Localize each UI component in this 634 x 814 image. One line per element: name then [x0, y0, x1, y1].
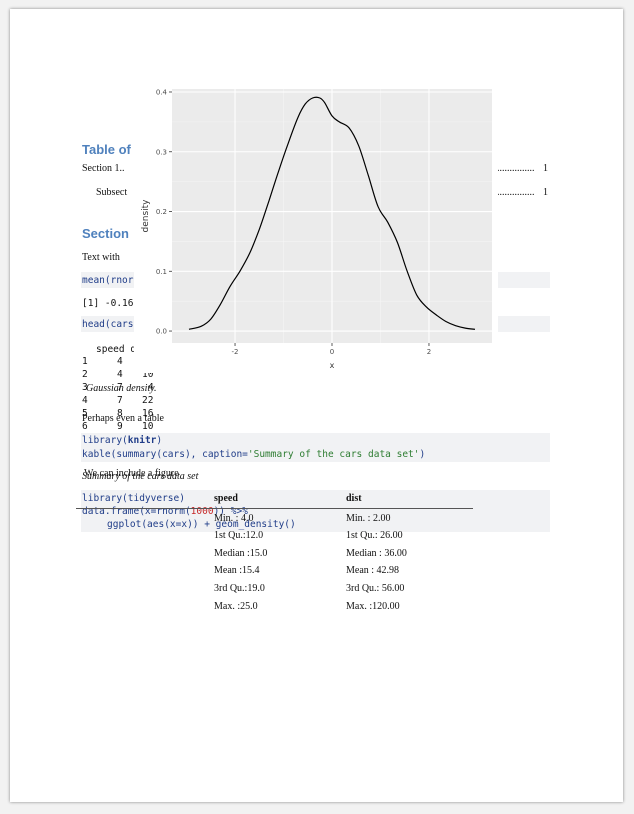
code-output-mean: [1] -0.16 — [82, 298, 134, 309]
table-caption: Summary of the cars data set — [82, 471, 199, 482]
code-mean-rnorm: mean(rnorm — [82, 275, 140, 286]
code-close: ) — [419, 449, 426, 460]
density-curve — [188, 96, 476, 330]
x-tick-label: -2 — [232, 348, 239, 356]
summary-header-speed: speed — [214, 493, 238, 504]
code-kable: kable(summary(cars), caption='Summary of… — [82, 449, 425, 460]
code-block-3-bg — [81, 490, 550, 532]
para-figure: We can include a figure — [84, 468, 179, 479]
code-string: 'Summary of the cars data set' — [247, 449, 420, 460]
para-table: Perhaps even a table — [82, 413, 164, 424]
cars-row-dist: 4 — [148, 382, 154, 393]
cars-row-dist: 16 — [142, 408, 154, 419]
cars-row-idx: 6 — [82, 421, 88, 432]
cars-row-speed: 7 — [117, 395, 123, 406]
cars-row-dist: 10 — [142, 369, 154, 380]
code-library-knitr: library(knitr) — [82, 435, 163, 446]
cars-row-idx: 4 — [82, 395, 88, 406]
x-tick-label: 0 — [330, 348, 334, 356]
summary-cell: Mean :15.4 — [214, 565, 260, 576]
y-tick-label: 0.3 — [156, 148, 167, 156]
cars-row-dist: 22 — [142, 395, 154, 406]
cars-row-speed: 4 — [117, 356, 123, 367]
density-plot: 0.0 0.1 0.2 0.3 0.4 -2 0 2 x density — [134, 87, 498, 373]
cars-table-header: speed d — [96, 344, 137, 355]
cars-row-idx: 1 — [82, 356, 88, 367]
cars-row-idx: 5 — [82, 408, 88, 419]
section-heading: Section — [82, 226, 129, 241]
x-tick-label: 2 — [427, 348, 431, 356]
summary-cell: Min. : 2.00 — [346, 513, 391, 524]
summary-cell: Median :15.0 — [214, 548, 268, 559]
code-fn: kable — [82, 449, 111, 460]
summary-cell: 3rd Qu.: 56.00 — [346, 583, 405, 594]
summary-cell: 1st Qu.: 26.00 — [346, 530, 403, 541]
x-axis-label: x — [330, 361, 335, 370]
summary-cell: Max. :25.0 — [214, 601, 258, 612]
summary-cell: Max. :120.00 — [346, 601, 400, 612]
cars-row-speed: 4 — [117, 369, 123, 380]
cars-row-speed: 9 — [117, 421, 123, 432]
code-pipe: )) %>% — [213, 506, 248, 517]
code-head-cars: head(cars — [82, 319, 134, 330]
code-fn: data.frame(x=rnorm( — [82, 506, 191, 517]
code-arg: knitr — [127, 435, 157, 446]
cars-row-idx: 2 — [82, 369, 88, 380]
y-tick-label: 0.4 — [156, 88, 168, 96]
toc-page-2: 1 — [543, 187, 548, 198]
summary-header-dist: dist — [346, 493, 362, 504]
cars-row-speed: 8 — [117, 408, 123, 419]
code-number: 1000 — [190, 506, 214, 517]
plot-grid — [172, 89, 492, 343]
summary-cell: 1st Qu.:12.0 — [214, 530, 264, 541]
y-tick-label: 0.0 — [156, 328, 167, 336]
summary-cell: Median : 36.00 — [346, 548, 407, 559]
toc-entry-section-1[interactable]: Section 1.. — [82, 163, 125, 174]
cars-row-idx: 3 — [82, 382, 88, 393]
code-ggplot: ggplot(aes(x=x)) + geom_density() — [107, 519, 296, 530]
density-plot-svg: 0.0 0.1 0.2 0.3 0.4 -2 0 2 x density — [141, 88, 492, 370]
toc-title: Table of — [82, 142, 131, 157]
toc-leader-2: ............... — [497, 187, 535, 198]
figure-caption: Gaussian density. — [86, 383, 157, 394]
summary-cell: Mean : 42.98 — [346, 565, 400, 576]
code-block-2-bg — [81, 433, 550, 462]
code-fn: library — [82, 435, 123, 446]
summary-cell: Min. : 4.0 — [214, 513, 254, 524]
toc-page-1: 1 — [543, 163, 548, 174]
document-page: Table of Section 1.. ............... 1 S… — [10, 9, 623, 802]
code-args: (summary(cars), caption= — [110, 449, 248, 460]
section-text: Text with — [82, 252, 120, 263]
toc-entry-subsection[interactable]: Subsect — [96, 187, 128, 198]
table-header-rule — [76, 508, 473, 509]
plot-ticks: 0.0 0.1 0.2 0.3 0.4 -2 0 2 — [156, 88, 431, 356]
code-library-tidyverse: library(tidyverse) — [82, 493, 185, 504]
cars-row-speed: 7 — [117, 382, 123, 393]
toc-leader-1: ............... — [497, 163, 535, 174]
y-tick-label: 0.2 — [156, 208, 167, 216]
code-data-frame: data.frame(x=rnorm(1000)) %>% — [82, 506, 248, 517]
y-axis-label: density — [141, 199, 151, 233]
y-tick-label: 0.1 — [156, 268, 167, 276]
cars-row-dist: 10 — [142, 421, 154, 432]
summary-cell: 3rd Qu.:19.0 — [214, 583, 265, 594]
